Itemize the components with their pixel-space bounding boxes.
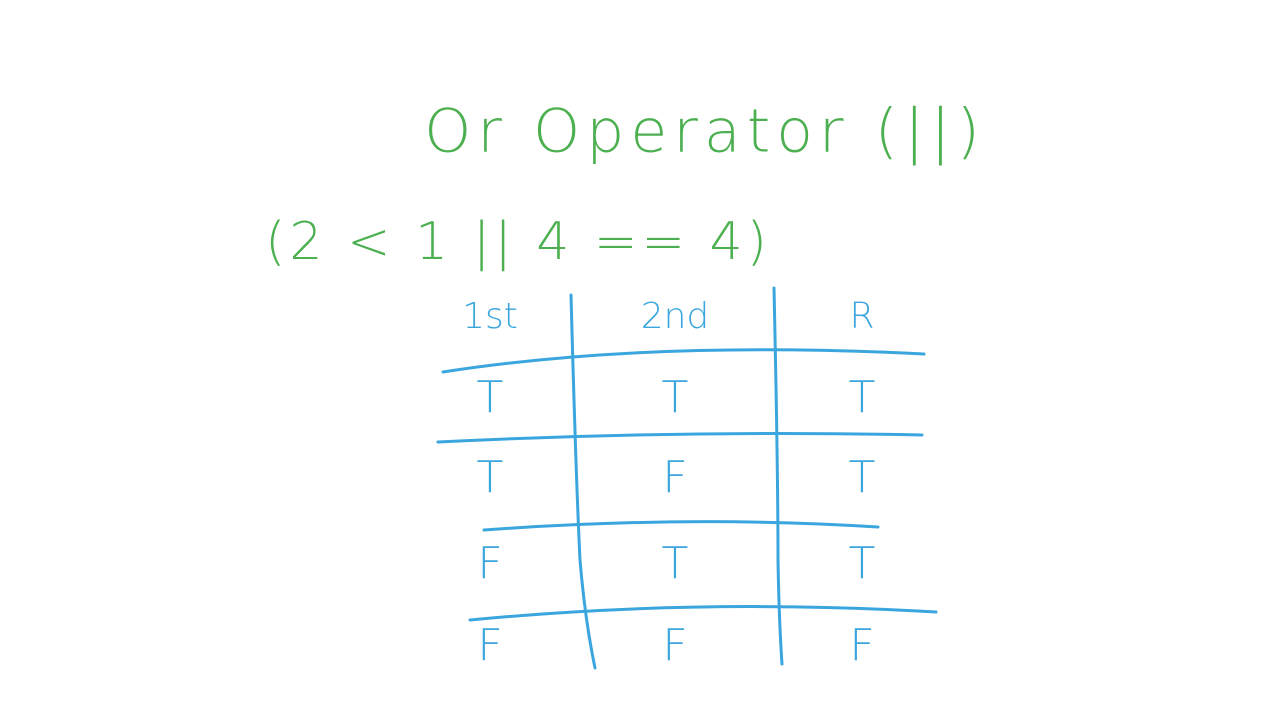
table-cell: T <box>662 538 689 589</box>
table-cell: T <box>477 372 504 423</box>
header-cell: 1st <box>462 296 518 337</box>
row-divider <box>482 520 880 532</box>
table-cell: F <box>477 538 502 589</box>
table-cell: T <box>477 452 504 503</box>
table-cell: T <box>662 372 689 423</box>
table-cell: T <box>849 538 876 589</box>
column-divider <box>569 293 597 670</box>
expression: (2 < 1 || 4 == 4) <box>265 212 771 272</box>
row-divider <box>468 605 938 622</box>
table-cell: F <box>662 620 687 671</box>
table-cell: F <box>662 452 687 503</box>
table-cell: F <box>477 620 502 671</box>
table-cell: T <box>849 372 876 423</box>
table-grid <box>436 286 938 670</box>
column-divider <box>772 286 784 666</box>
header-cell: 2nd <box>641 296 710 337</box>
title: Or Operator (||) <box>424 97 986 167</box>
row-divider <box>436 432 924 444</box>
table-cell: T <box>849 452 876 503</box>
table-cells: 1st 2nd RT T TT F TF T TF F F <box>462 296 875 671</box>
header-cell: R <box>849 296 874 337</box>
row-divider <box>441 348 926 374</box>
table-cell: F <box>849 620 874 671</box>
